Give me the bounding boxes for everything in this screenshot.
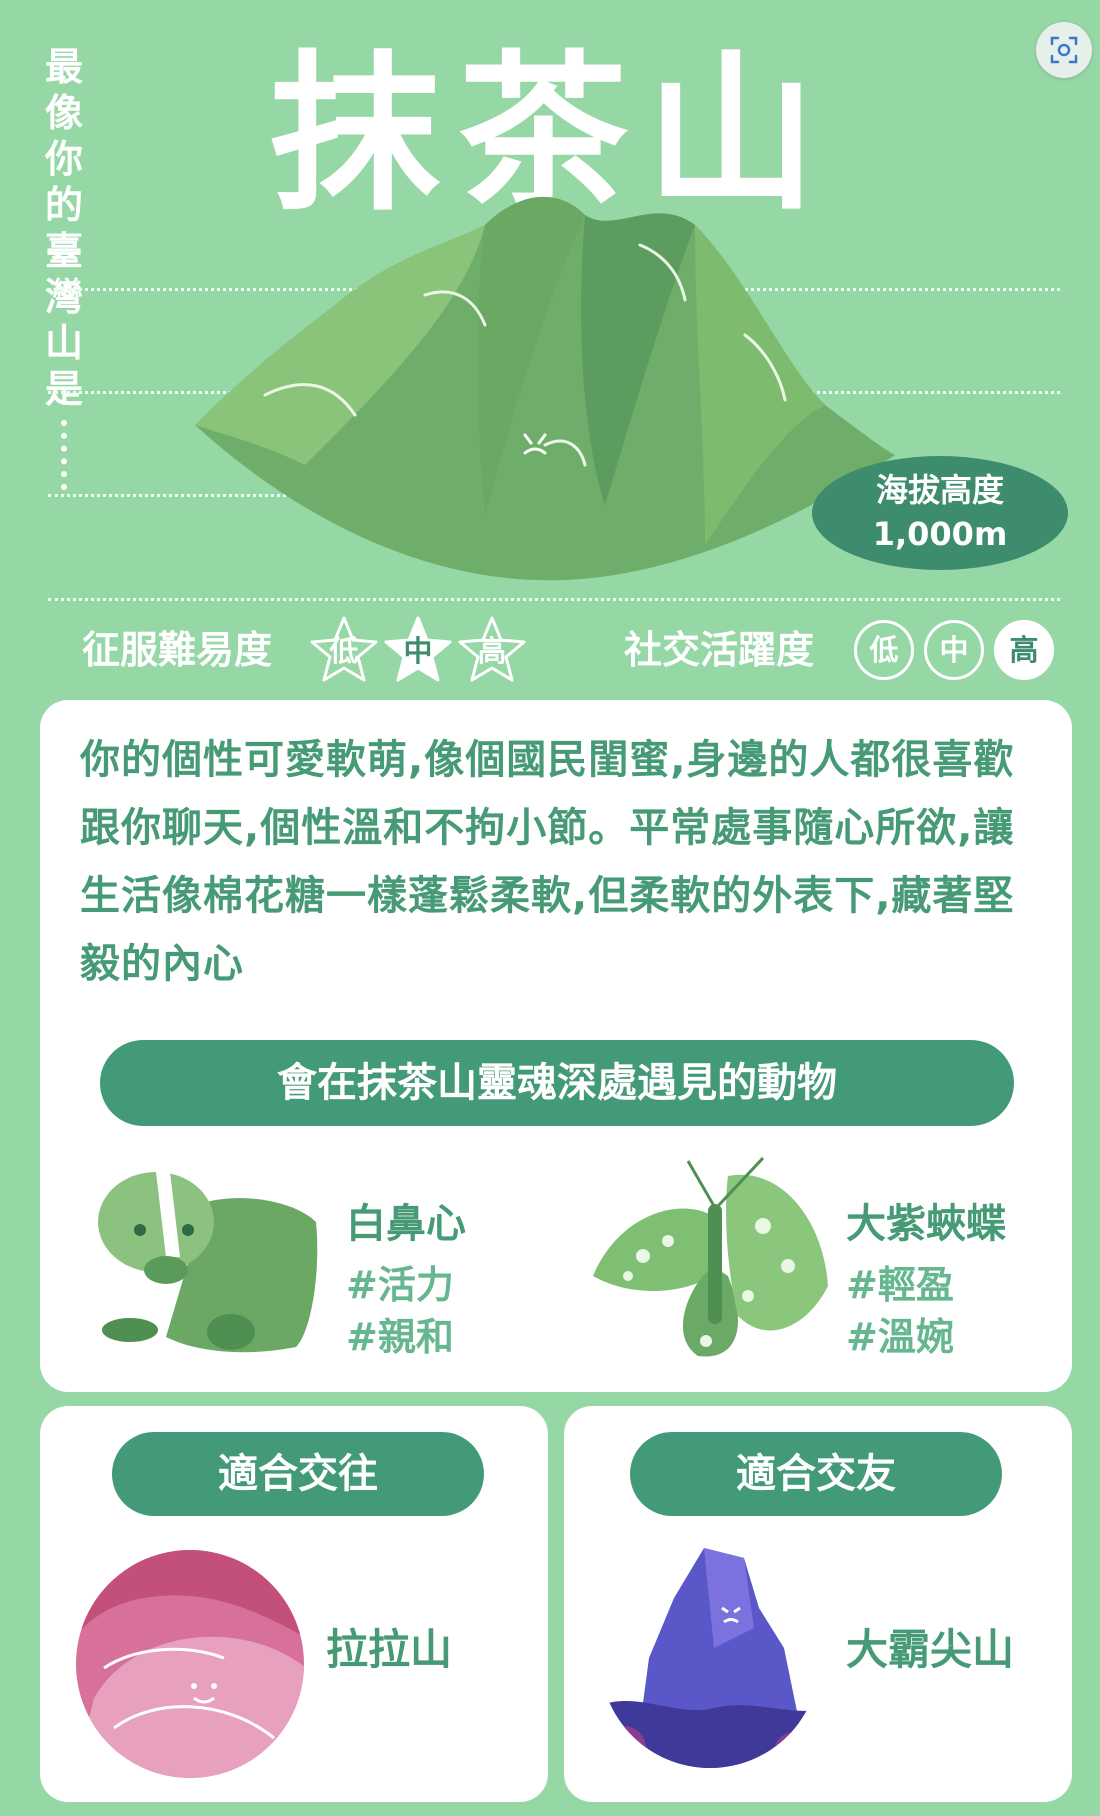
animal-tag-civet-1: #活力 [346, 1263, 454, 1307]
difficulty-high-text: 高 [477, 634, 507, 668]
altitude-label: 海拔高度 [875, 471, 1004, 509]
social-mid-chip: 中 [924, 620, 984, 680]
difficulty-label: 征服難易度 [82, 628, 273, 672]
difficulty-low-chip: 低 [308, 614, 380, 686]
animal-name-butterfly: 大紫蛺蝶 [846, 1201, 1006, 1247]
social-label: 社交活躍度 [624, 628, 815, 672]
vertical-heading: 最像你的臺灣山是 [44, 44, 84, 490]
lalashan-illustration [76, 1550, 304, 1778]
difficulty-high-chip: 高 [456, 614, 528, 686]
social-low-chip: 低 [854, 620, 914, 680]
dating-heading: 適合交往 [112, 1432, 484, 1516]
vertical-heading-text: 最像你的臺灣山是 [44, 45, 83, 411]
scan-button[interactable] [1036, 22, 1092, 78]
animal-name-civet: 白鼻心 [346, 1201, 466, 1247]
animals-heading: 會在抹茶山靈魂深處遇見的動物 [100, 1040, 1014, 1126]
difficulty-mid-chip: 中 [382, 614, 454, 686]
screenshot-scan-icon [1050, 36, 1078, 64]
dating-mountain-name: 拉拉山 [326, 1625, 453, 1674]
mountain-face [523, 433, 547, 455]
matcha-mountain-illustration [195, 196, 895, 581]
personality-description: 你的個性可愛軟萌,像個國民閨蜜,身邊的人都很喜歡跟你聊天,個性溫和不拘小節。平常… [80, 737, 1015, 987]
animal-tag-butterfly-2: #溫婉 [846, 1315, 954, 1359]
animal-tag-butterfly-1: #輕盈 [846, 1263, 954, 1307]
animal-tag-civet-2: #親和 [346, 1315, 454, 1359]
social-high-chip: 高 [994, 620, 1054, 680]
ellipsis-dots [61, 420, 67, 490]
friends-mountain-name: 大霸尖山 [846, 1625, 1015, 1674]
dotted-divider [48, 598, 1060, 601]
purple-emperor-butterfly-illustration [593, 1156, 828, 1357]
altitude-badge: 海拔高度 1,000m [812, 456, 1068, 570]
friends-heading: 適合交友 [630, 1432, 1002, 1516]
altitude-value: 1,000m [872, 515, 1008, 553]
dabajian-mountain-illustration [600, 1548, 820, 1768]
difficulty-mid-text: 中 [403, 634, 433, 668]
difficulty-low-text: 低 [329, 634, 359, 668]
masked-palm-civet-illustration [98, 1172, 318, 1353]
